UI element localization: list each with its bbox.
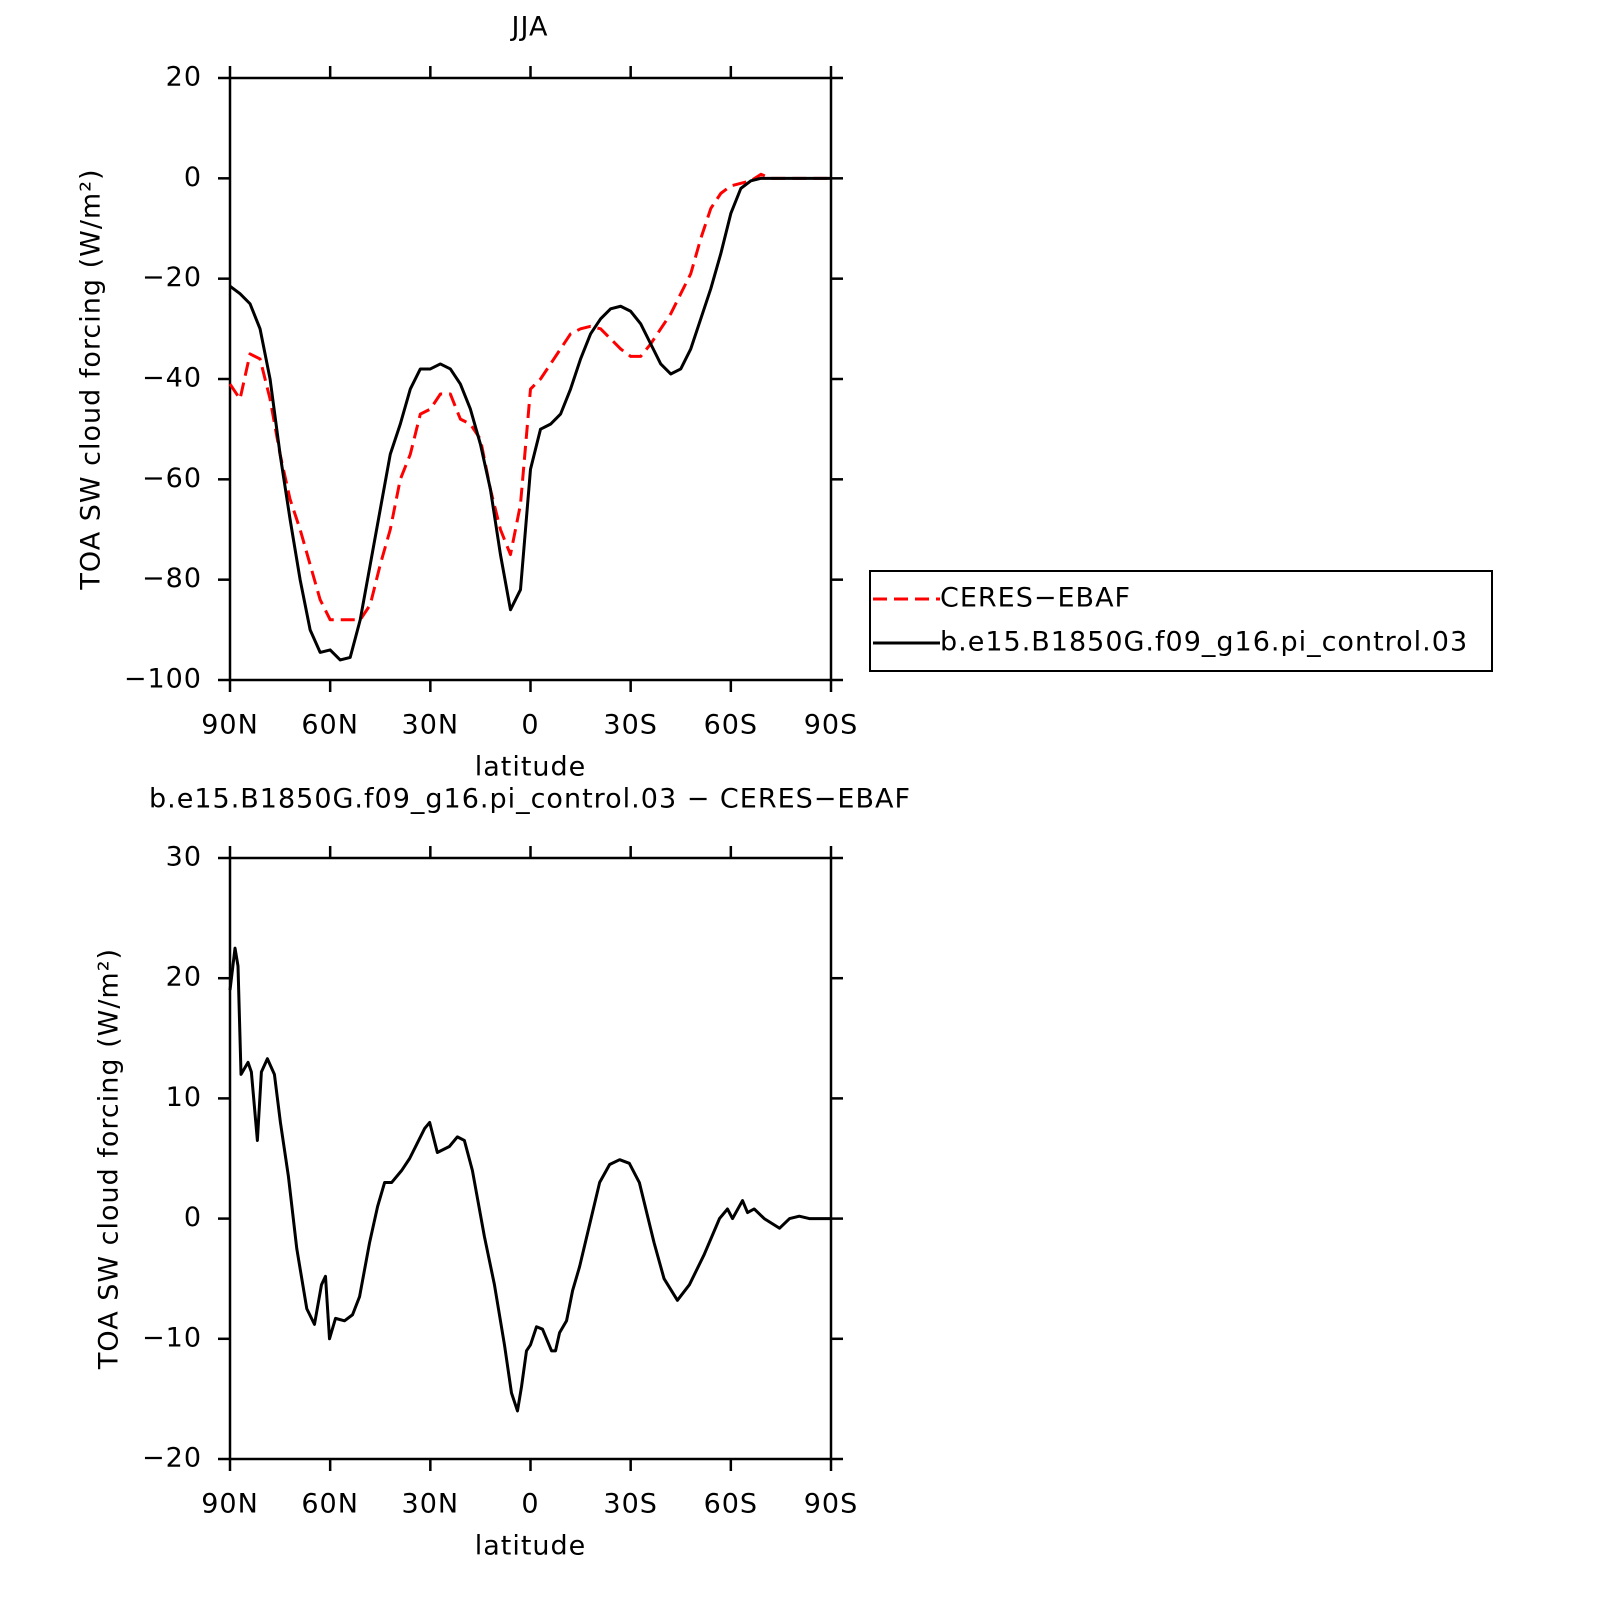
plot-frame <box>228 76 833 682</box>
y-axis-label: TOA SW cloud forcing (W/m²) <box>94 948 125 1370</box>
y-tick-label: 0 <box>184 1202 202 1233</box>
y-tick-label: −100 <box>124 664 202 695</box>
y-tick-label: −40 <box>142 363 202 394</box>
y-tick-label: −20 <box>142 262 202 293</box>
y-tick-label: 20 <box>166 962 202 993</box>
y-tick-label: −20 <box>142 1443 202 1474</box>
x-tick-label: 0 <box>521 710 539 741</box>
x-tick-label: 60N <box>301 1489 359 1520</box>
x-tick-label: 30N <box>402 710 460 741</box>
y-tick-label: −80 <box>142 563 202 594</box>
x-tick-label: 90N <box>201 710 259 741</box>
data-line <box>228 946 831 1413</box>
x-tick-label: 90S <box>804 1489 859 1520</box>
x-tick-label: 30S <box>603 1489 658 1520</box>
y-tick-label: −10 <box>142 1322 202 1353</box>
data-line <box>228 172 831 622</box>
data-line <box>229 176 831 662</box>
y-tick-label: 30 <box>166 842 202 873</box>
chart-title: JJA <box>510 12 549 43</box>
x-tick-label: 0 <box>521 1489 539 1520</box>
x-tick-label: 30N <box>402 1489 460 1520</box>
x-axis-label: latitude <box>475 752 587 783</box>
y-tick-label: 0 <box>184 162 202 193</box>
chart-title: b.e15.B1850G.f09_g16.pi_control.03 − CER… <box>149 784 911 815</box>
y-axis-label: TOA SW cloud forcing (W/m²) <box>76 168 107 590</box>
y-tick-label: 20 <box>166 62 202 93</box>
plot-frame <box>228 856 833 1461</box>
legend-label: CERES−EBAF <box>940 583 1131 614</box>
x-axis-label: latitude <box>475 1531 587 1562</box>
x-tick-label: 90N <box>201 1489 259 1520</box>
x-tick-label: 60S <box>704 1489 759 1520</box>
x-tick-label: 60S <box>704 710 759 741</box>
legend-box <box>869 570 1493 672</box>
x-tick-label: 60N <box>301 710 359 741</box>
y-tick-label: 10 <box>166 1082 202 1113</box>
x-tick-label: 30S <box>603 710 658 741</box>
y-tick-label: −60 <box>142 463 202 494</box>
x-tick-label: 90S <box>804 710 859 741</box>
legend-label: b.e15.B1850G.f09_g16.pi_control.03 <box>940 627 1468 658</box>
